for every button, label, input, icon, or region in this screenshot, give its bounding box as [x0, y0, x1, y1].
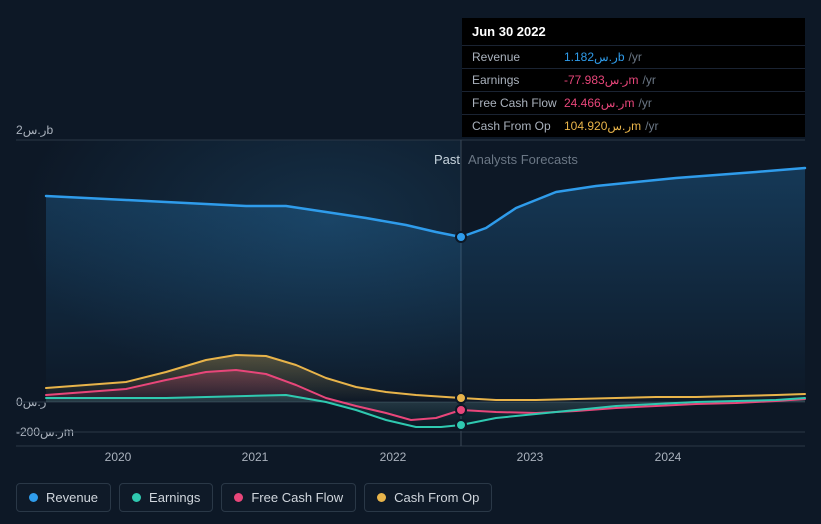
legend-dot-icon — [377, 493, 386, 502]
x-axis-label: 2024 — [655, 450, 682, 464]
legend-label: Earnings — [149, 490, 200, 505]
legend-dot-icon — [234, 493, 243, 502]
tooltip-unit: ر.سm — [605, 73, 639, 87]
legend-revenue[interactable]: Revenue — [16, 483, 111, 512]
legend-earnings[interactable]: Earnings — [119, 483, 213, 512]
tooltip-label: Cash From Op — [472, 119, 564, 133]
tooltip-suffix: /yr — [645, 119, 658, 133]
tooltip-row: Revenue1.182ر.سb/yr — [462, 45, 805, 68]
legend-dot-icon — [29, 493, 38, 502]
tooltip: Jun 30 2022 Revenue1.182ر.سb/yrEarnings-… — [462, 18, 805, 137]
tooltip-value: 1.182 — [564, 50, 594, 64]
tooltip-row: Earnings-77.983ر.سm/yr — [462, 68, 805, 91]
legend-label: Free Cash Flow — [251, 490, 343, 505]
tooltip-row: Cash From Op104.920ر.سm/yr — [462, 114, 805, 137]
legend-label: Cash From Op — [394, 490, 479, 505]
tooltip-label: Revenue — [472, 50, 564, 64]
tooltip-value: -77.983 — [564, 73, 605, 87]
legend-fcf[interactable]: Free Cash Flow — [221, 483, 356, 512]
x-axis-label: 2021 — [242, 450, 269, 464]
tooltip-unit: ر.سm — [601, 96, 635, 110]
x-axis-label: 2023 — [517, 450, 544, 464]
x-axis-label: 2022 — [380, 450, 407, 464]
tooltip-suffix: /yr — [642, 73, 655, 87]
tooltip-label: Free Cash Flow — [472, 96, 564, 110]
tooltip-value: 104.920 — [564, 119, 607, 133]
chart-svg — [16, 120, 805, 450]
x-axis-label: 2020 — [105, 450, 132, 464]
legend: Revenue Earnings Free Cash Flow Cash From O… — [16, 483, 492, 512]
legend-dot-icon — [132, 493, 141, 502]
tooltip-unit: ر.سm — [607, 119, 641, 133]
tooltip-suffix: /yr — [638, 96, 651, 110]
legend-cash[interactable]: Cash From Op — [364, 483, 492, 512]
chart-container: Jun 30 2022 Revenue1.182ر.سb/yrEarnings-… — [0, 0, 821, 524]
tooltip-date: Jun 30 2022 — [462, 18, 805, 45]
tooltip-label: Earnings — [472, 73, 564, 87]
tooltip-row: Free Cash Flow24.466ر.سm/yr — [462, 91, 805, 114]
legend-label: Revenue — [46, 490, 98, 505]
tooltip-suffix: /yr — [629, 50, 642, 64]
tooltip-value: 24.466 — [564, 96, 601, 110]
tooltip-unit: ر.سb — [594, 50, 624, 64]
